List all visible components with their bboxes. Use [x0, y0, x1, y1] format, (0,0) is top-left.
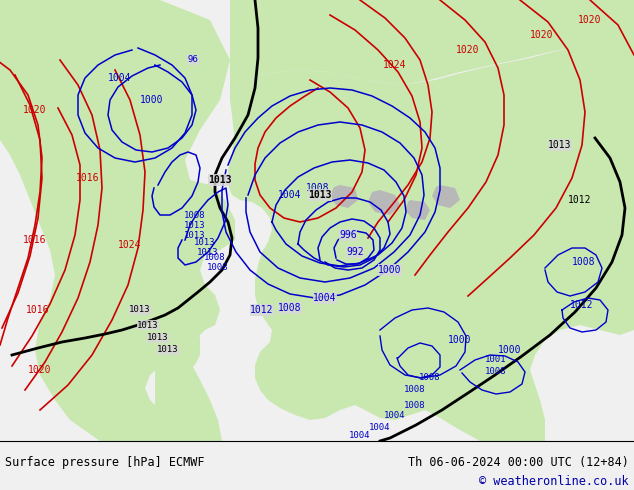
Polygon shape — [598, 285, 622, 310]
Text: 1000: 1000 — [140, 95, 164, 105]
Text: 1016: 1016 — [23, 235, 47, 245]
Polygon shape — [230, 0, 634, 90]
Text: © weatheronline.co.uk: © weatheronline.co.uk — [479, 475, 629, 488]
Text: 1013: 1013 — [197, 247, 219, 256]
Polygon shape — [368, 190, 400, 215]
Text: 1001: 1001 — [485, 356, 507, 365]
Text: 1000: 1000 — [498, 345, 522, 355]
Polygon shape — [155, 250, 188, 290]
Polygon shape — [405, 200, 430, 220]
Text: 1013: 1013 — [194, 238, 216, 246]
Text: 96: 96 — [188, 55, 198, 65]
Text: 1013: 1013 — [137, 320, 158, 329]
Text: 1020: 1020 — [578, 15, 602, 25]
Text: 1008: 1008 — [419, 373, 441, 383]
Text: 1012: 1012 — [570, 300, 594, 310]
Polygon shape — [548, 292, 572, 312]
Text: 1013: 1013 — [208, 175, 232, 185]
Text: 1016: 1016 — [26, 305, 49, 315]
Polygon shape — [0, 0, 52, 80]
Polygon shape — [155, 350, 222, 441]
Text: 1020: 1020 — [456, 45, 480, 55]
Text: 1020: 1020 — [23, 105, 47, 115]
Polygon shape — [330, 185, 358, 208]
Text: 1024: 1024 — [383, 60, 407, 70]
Text: Th 06-06-2024 00:00 UTC (12+84): Th 06-06-2024 00:00 UTC (12+84) — [408, 456, 629, 469]
Text: 1013: 1013 — [184, 230, 206, 240]
Text: 1013: 1013 — [147, 334, 169, 343]
Text: 1004: 1004 — [108, 73, 132, 83]
Text: 1004: 1004 — [278, 190, 302, 200]
Text: 1013: 1013 — [184, 220, 206, 229]
Text: 1024: 1024 — [119, 240, 142, 250]
Text: 1012: 1012 — [250, 305, 274, 315]
Text: 1008: 1008 — [404, 386, 426, 394]
Text: 1004: 1004 — [349, 431, 371, 440]
Text: 1004: 1004 — [313, 293, 337, 303]
Text: 1013: 1013 — [308, 190, 332, 200]
Polygon shape — [228, 38, 634, 441]
Text: 996: 996 — [339, 230, 357, 240]
Text: 1008: 1008 — [204, 253, 226, 263]
Text: 1013: 1013 — [548, 140, 572, 150]
Polygon shape — [566, 278, 588, 298]
Text: 1004: 1004 — [384, 411, 406, 419]
Text: 1008: 1008 — [184, 211, 206, 220]
Polygon shape — [565, 0, 634, 90]
Text: 1008: 1008 — [573, 257, 596, 267]
Polygon shape — [0, 0, 235, 441]
Text: 1008: 1008 — [278, 303, 302, 313]
Polygon shape — [155, 312, 200, 370]
Text: 1000: 1000 — [378, 265, 402, 275]
Polygon shape — [432, 185, 460, 208]
Text: 1008: 1008 — [404, 400, 426, 410]
Text: 1020: 1020 — [530, 30, 553, 40]
Text: 1020: 1020 — [29, 365, 52, 375]
Text: 1004: 1004 — [369, 423, 391, 433]
Text: 1008: 1008 — [306, 183, 330, 193]
Text: 1008: 1008 — [485, 368, 507, 376]
Text: Surface pressure [hPa] ECMWF: Surface pressure [hPa] ECMWF — [5, 456, 205, 469]
Text: 992: 992 — [346, 247, 364, 257]
Text: 1016: 1016 — [76, 173, 100, 183]
Text: 1008: 1008 — [207, 264, 229, 272]
Text: 1013: 1013 — [157, 345, 179, 354]
Text: 1012: 1012 — [568, 195, 592, 205]
Text: 1000: 1000 — [448, 335, 472, 345]
Text: 1013: 1013 — [129, 305, 151, 315]
